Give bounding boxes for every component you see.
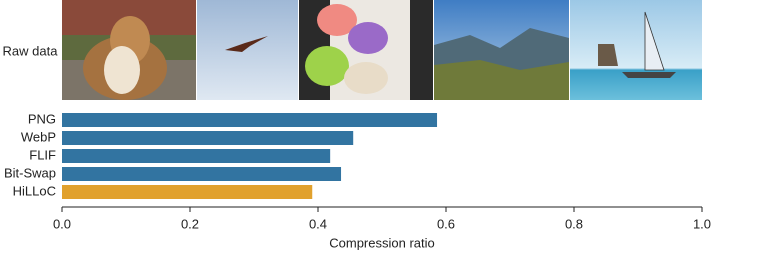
image-sailboats bbox=[570, 0, 702, 100]
x-axis-label: Compression ratio bbox=[329, 235, 435, 250]
y-tick-label: Bit-Swap bbox=[4, 165, 56, 180]
y-tick-label: PNG bbox=[28, 111, 56, 126]
y-tick-label: HiLLoC bbox=[13, 183, 56, 198]
image-macarons bbox=[299, 0, 433, 100]
image-mountains bbox=[434, 0, 569, 100]
y-tick-label: FLIF bbox=[29, 147, 56, 162]
bar bbox=[62, 185, 313, 199]
x-tick-label: 1.0 bbox=[693, 216, 711, 231]
image-bird bbox=[197, 0, 298, 100]
bar bbox=[62, 167, 342, 181]
x-tick-label: 0.2 bbox=[181, 216, 199, 231]
bar bbox=[62, 131, 354, 145]
x-tick-label: 0.4 bbox=[309, 216, 327, 231]
x-tick-label: 0.6 bbox=[437, 216, 455, 231]
x-tick-label: 0.0 bbox=[53, 216, 71, 231]
bar bbox=[62, 149, 331, 163]
bar-chart: Compression ratio 0.0 0.2 0.4 0.6 0.8 1.0 PNG W… bbox=[4, 111, 711, 250]
image-dog bbox=[62, 0, 196, 100]
x-tick-label: 0.8 bbox=[565, 216, 583, 231]
row-label: Raw data bbox=[3, 43, 59, 58]
y-tick-label: WebP bbox=[21, 129, 56, 144]
bar bbox=[62, 113, 438, 127]
